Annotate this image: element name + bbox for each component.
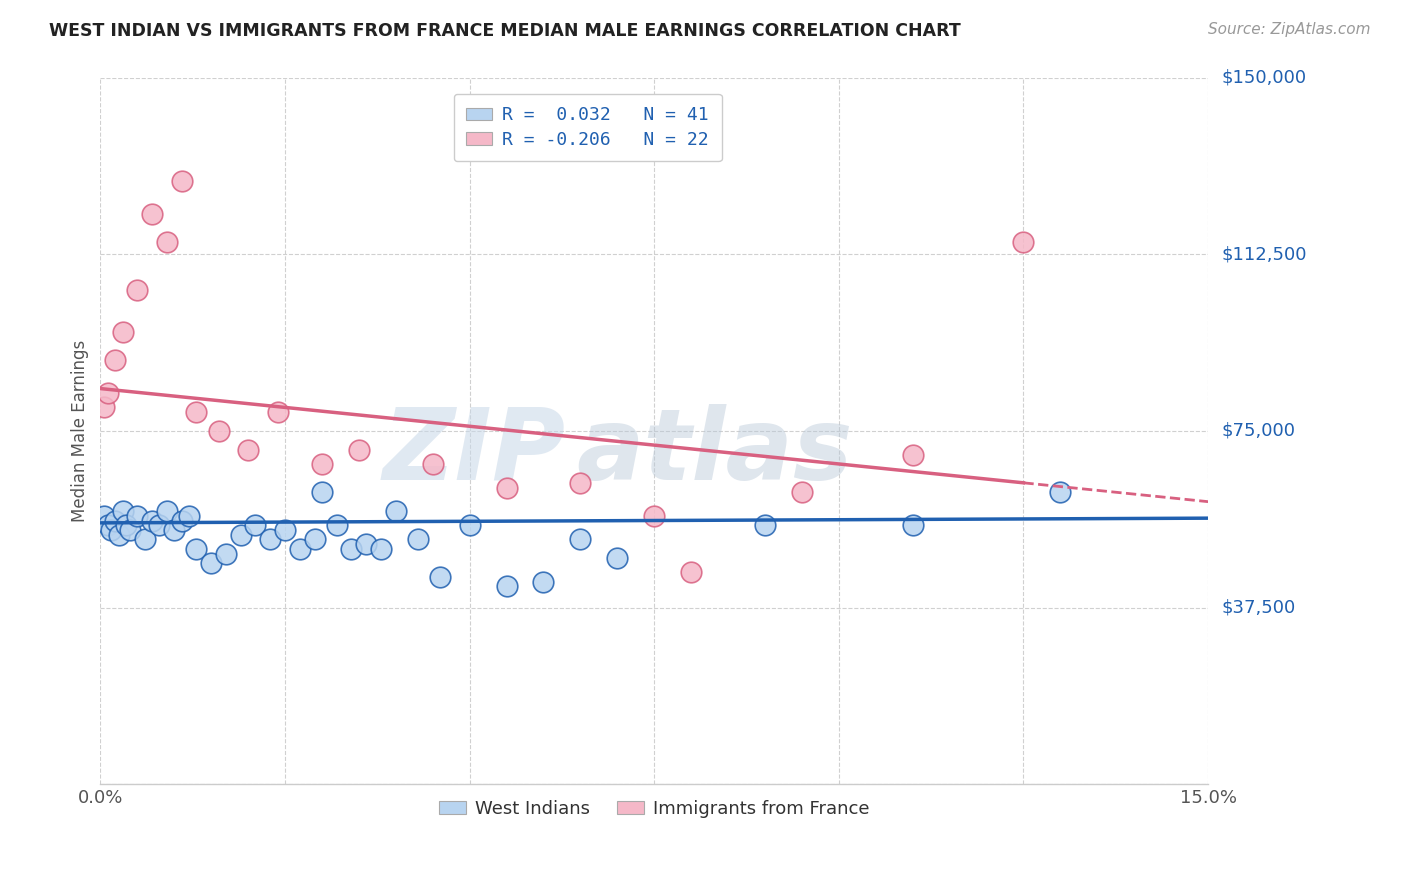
Point [97, 518, 120, 533]
Point [901, 448, 924, 462]
Point [100, 523, 122, 537]
Point [1049, 485, 1071, 500]
Point [186, 405, 208, 419]
Point [156, 235, 179, 250]
Point [148, 518, 170, 533]
Text: Source: ZipAtlas.com: Source: ZipAtlas.com [1208, 22, 1371, 37]
Text: atlas: atlas [576, 404, 853, 500]
Point [141, 514, 163, 528]
Point [104, 514, 127, 528]
Point [569, 475, 592, 490]
Point [134, 533, 156, 547]
Point [681, 566, 703, 580]
Point [163, 523, 186, 537]
Point [111, 504, 134, 518]
Point [422, 457, 444, 471]
Text: ZIP: ZIP [382, 404, 565, 500]
Point [1012, 235, 1035, 250]
Point [259, 533, 281, 547]
Point [266, 405, 288, 419]
Text: $112,500: $112,500 [1222, 245, 1306, 263]
Point [127, 283, 149, 297]
Point [429, 570, 451, 584]
Point [111, 325, 134, 339]
Point [245, 518, 267, 533]
Point [115, 518, 138, 533]
Point [93, 508, 115, 523]
Point [207, 424, 229, 438]
Legend: West Indians, Immigrants from France: West Indians, Immigrants from France [432, 792, 877, 825]
Point [177, 508, 200, 523]
Point [643, 508, 665, 523]
Point [127, 508, 149, 523]
Text: $150,000: $150,000 [1222, 69, 1306, 87]
Point [156, 504, 179, 518]
Text: $37,500: $37,500 [1222, 599, 1295, 616]
Point [495, 481, 517, 495]
Point [141, 207, 163, 221]
Point [304, 533, 326, 547]
Y-axis label: Median Male Earnings: Median Male Earnings [72, 340, 89, 522]
Point [901, 518, 924, 533]
Point [186, 541, 208, 556]
Point [200, 556, 222, 570]
Point [790, 485, 813, 500]
Point [288, 541, 311, 556]
Point [311, 485, 333, 500]
Point [215, 547, 238, 561]
Point [108, 527, 131, 541]
Point [754, 518, 776, 533]
Point [93, 401, 115, 415]
Point [533, 574, 555, 589]
Point [370, 541, 392, 556]
Point [104, 353, 127, 368]
Point [347, 442, 370, 457]
Point [406, 533, 429, 547]
Point [606, 551, 628, 566]
Text: $75,000: $75,000 [1222, 422, 1295, 440]
Point [97, 386, 120, 401]
Point [274, 523, 297, 537]
Point [229, 527, 252, 541]
Point [170, 514, 193, 528]
Point [354, 537, 377, 551]
Point [340, 541, 363, 556]
Text: WEST INDIAN VS IMMIGRANTS FROM FRANCE MEDIAN MALE EARNINGS CORRELATION CHART: WEST INDIAN VS IMMIGRANTS FROM FRANCE ME… [49, 22, 960, 40]
Point [236, 442, 259, 457]
Point [118, 523, 141, 537]
Point [569, 533, 592, 547]
Point [384, 504, 406, 518]
Point [495, 580, 517, 594]
Point [325, 518, 347, 533]
Point [170, 174, 193, 188]
Point [458, 518, 481, 533]
Point [311, 457, 333, 471]
